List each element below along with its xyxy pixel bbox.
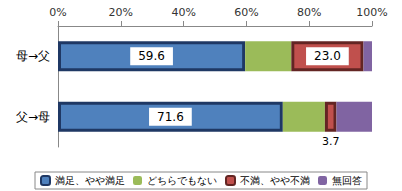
svg-text:満足、やや満足: 満足、やや満足 [55, 175, 125, 186]
svg-text:どちらでもない: どちらでもない [147, 175, 217, 186]
svg-text:59.6: 59.6 [138, 49, 165, 63]
svg-text:20%: 20% [109, 6, 133, 19]
svg-text:100%: 100% [356, 6, 387, 19]
svg-text:23.0: 23.0 [314, 49, 341, 63]
svg-text:3.7: 3.7 [322, 135, 340, 148]
svg-text:40%: 40% [171, 6, 195, 19]
svg-text:71.6: 71.6 [157, 110, 184, 124]
svg-text:80%: 80% [297, 6, 321, 19]
svg-text:60%: 60% [234, 6, 258, 19]
svg-text:不満、やや不満: 不満、やや不満 [240, 175, 310, 186]
svg-text:母→父: 母→父 [16, 49, 50, 63]
svg-text:無回答: 無回答 [332, 175, 362, 186]
svg-text:父→母: 父→母 [16, 110, 50, 124]
svg-text:0%: 0% [49, 6, 66, 19]
